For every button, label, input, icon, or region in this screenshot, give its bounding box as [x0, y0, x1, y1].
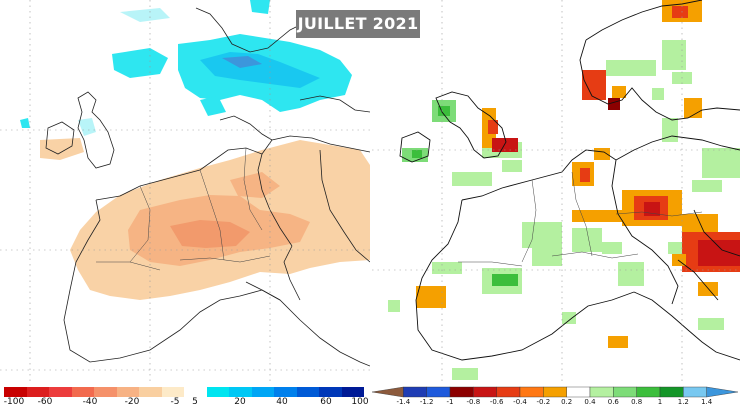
coastlines: [399, 0, 740, 361]
temp-color-segment: [566, 386, 591, 398]
precip-color-segment: [71, 387, 94, 397]
temp-tick-label: 1.4: [701, 398, 713, 406]
precip-color-segment: [184, 387, 207, 397]
precip-color-segment: [26, 387, 49, 397]
temp-color-segment: [473, 386, 497, 398]
precip-tick-label: -60: [37, 397, 53, 407]
country-borders: [96, 147, 271, 271]
map-title-badge: JUILLET 2021: [296, 10, 420, 38]
precip-color-segment: [4, 387, 27, 397]
temp-tick-label: -0.2: [536, 398, 551, 406]
precipitation-colorbar: [4, 387, 364, 397]
wet-anomaly-region: [20, 0, 352, 136]
country-borders: [458, 171, 703, 267]
temp-color-segment: [543, 386, 567, 398]
lat-lon-grid: [0, 0, 370, 382]
temp-color-segment: [659, 386, 684, 398]
precip-color-segment: [341, 387, 364, 397]
precip-color-segment: [319, 387, 342, 397]
temp-tick-label: -1.4: [396, 398, 411, 406]
precip-tick-label: -40: [82, 397, 98, 407]
temp-color-segment: [403, 386, 427, 398]
precip-tick-label: -5: [170, 397, 180, 407]
precip-tick-label: -100: [3, 397, 25, 407]
precip-tick-label: 60: [320, 397, 332, 407]
temp-color-segment: [449, 386, 474, 398]
lat-lon-grid: [372, 0, 740, 382]
temperature-colorbar: [372, 386, 738, 398]
precip-color-segment: [206, 387, 229, 397]
right-map-canvas: [372, 0, 740, 382]
precipitation-anomaly-map: [0, 0, 370, 382]
precip-tick-label: 100: [351, 397, 369, 407]
temp-color-segment: [636, 386, 661, 398]
precip-color-segment: [116, 387, 139, 397]
temp-tick-label: -0.6: [489, 398, 504, 406]
temp-tick-label: -0.8: [466, 398, 481, 406]
temp-tick-label: -0.4: [513, 398, 527, 406]
temp-tick-label: 1: [657, 398, 663, 406]
temp-tick-label: 0.8: [631, 398, 643, 406]
temperature-anomaly-map: [372, 0, 740, 382]
precip-color-segment: [139, 387, 162, 397]
temp-tick-label: -1.2: [419, 398, 434, 406]
temp-color-segment: [589, 386, 614, 398]
temp-tick-label: 1.2: [677, 398, 689, 406]
temp-color-segment: [683, 386, 707, 398]
panel-divider: [370, 0, 372, 382]
precip-color-segment: [251, 387, 274, 397]
precip-color-segment: [49, 387, 72, 397]
temp-color-segment: [706, 386, 738, 398]
temp-color-segment: [426, 386, 451, 398]
temp-tick-label: 0.6: [607, 398, 619, 406]
temp-color-segment: [372, 386, 404, 398]
precip-color-segment: [296, 387, 319, 397]
temp-tick-label: -1: [446, 398, 454, 406]
dry-anomaly-region: [40, 138, 370, 300]
precip-tick-label: 20: [234, 397, 246, 407]
precip-color-segment: [274, 387, 297, 397]
precip-tick-label: 5: [192, 397, 198, 407]
precip-color-segment: [161, 387, 184, 397]
temp-color-segment: [519, 386, 544, 398]
temp-color-segment: [496, 386, 521, 398]
precip-color-segment: [229, 387, 252, 397]
precip-color-segment: [94, 387, 117, 397]
left-map-canvas: [0, 0, 370, 382]
precip-tick-label: -20: [124, 397, 140, 407]
temperature-anomaly-cells: [388, 0, 740, 380]
temp-tick-label: 0.2: [561, 398, 573, 406]
precip-tick-label: 40: [276, 397, 288, 407]
temp-color-segment: [613, 386, 637, 398]
temp-tick-label: 0.4: [584, 398, 596, 406]
